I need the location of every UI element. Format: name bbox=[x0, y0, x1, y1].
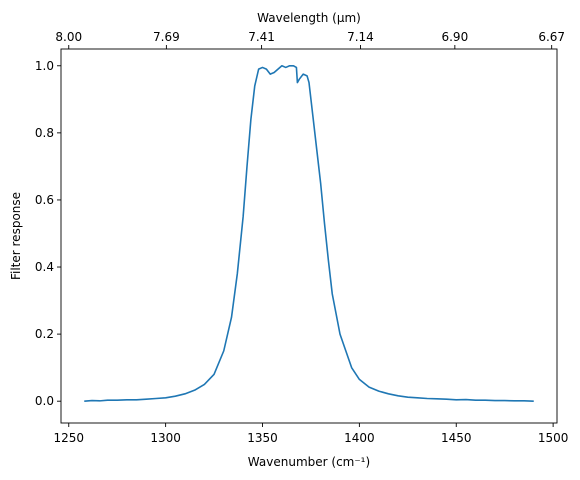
top-axis-label: Wavelength (μm) bbox=[257, 11, 361, 25]
y-tick-label: 0.2 bbox=[35, 327, 54, 341]
x-axis-label: Wavenumber (cm⁻¹) bbox=[248, 455, 370, 469]
top-tick-label: 7.69 bbox=[153, 30, 180, 44]
top-tick-label: 7.14 bbox=[347, 30, 374, 44]
top-tick-label: 7.41 bbox=[248, 30, 275, 44]
y-tick-label: 0.6 bbox=[35, 193, 54, 207]
top-tick-label: 6.90 bbox=[441, 30, 468, 44]
series-line-0 bbox=[84, 64, 534, 402]
y-tick-label: 1.0 bbox=[35, 59, 54, 73]
y-tick-label: 0.8 bbox=[35, 126, 54, 140]
y-tick-label: 0.0 bbox=[35, 394, 54, 408]
top-tick-label: 6.67 bbox=[538, 30, 565, 44]
y-axis-label: Filter response bbox=[9, 192, 23, 280]
y-tick-label: 0.4 bbox=[35, 260, 54, 274]
x-tick-label: 1400 bbox=[344, 431, 375, 445]
axes: 1250 1300 1350 1400 1450 1500 0.0 0.2 0.4 0.6 0.8 1… bbox=[35, 30, 568, 445]
x-tick-label: 1450 bbox=[441, 431, 472, 445]
plot-area bbox=[84, 64, 534, 402]
top-tick-label: 8.00 bbox=[55, 30, 82, 44]
x-tick-label: 1300 bbox=[150, 431, 181, 445]
plot-frame bbox=[60, 48, 558, 424]
x-tick-label: 1250 bbox=[53, 431, 84, 445]
x-tick-label: 1350 bbox=[247, 431, 278, 445]
x-tick-label: 1500 bbox=[538, 431, 569, 445]
